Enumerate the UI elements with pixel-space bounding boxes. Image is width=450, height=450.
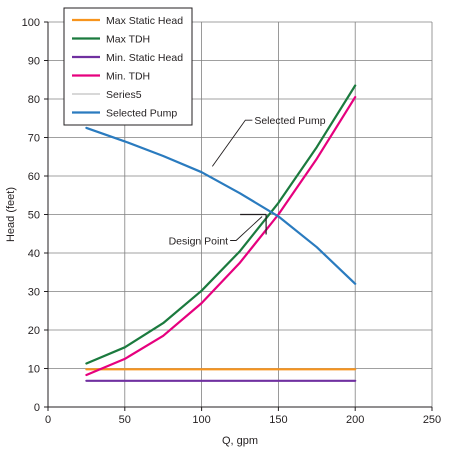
y-tick-label: 60: [28, 171, 40, 183]
x-axis-title: Q, gpm: [222, 435, 258, 447]
y-tick-label: 30: [28, 287, 40, 299]
series-lines: [85, 84, 357, 382]
annotations: Selected Pump Design Point: [169, 115, 326, 247]
x-tick-label: 50: [119, 414, 131, 426]
tick-labels: 0 50 100 150 200 250 0 10 20 30 40 50 60 70 80 90 100: [22, 17, 442, 426]
y-tick-label: 50: [28, 210, 40, 222]
selected-pump-leader: [211, 119, 253, 167]
legend-label-max-tdh: Max TDH: [106, 34, 150, 46]
series-line-selected-pump: [85, 126, 357, 285]
series-line-min-tdh: [85, 95, 357, 377]
design-point-leader: [230, 216, 263, 241]
x-tick-label: 250: [423, 414, 441, 426]
x-tick-label: 200: [346, 414, 364, 426]
series-line-max-tdh: [85, 84, 357, 365]
design-point-annotation: Design Point: [169, 236, 229, 248]
selected-pump-annotation: Selected Pump: [254, 115, 325, 127]
y-tick-label: 70: [28, 133, 40, 145]
y-tick-label: 10: [28, 364, 40, 376]
x-tick-label: 150: [269, 414, 287, 426]
x-tick-label: 100: [192, 414, 210, 426]
y-tick-label: 20: [28, 325, 40, 337]
y-tick-label: 90: [28, 56, 40, 68]
legend-label-max-static-head: Max Static Head: [106, 15, 183, 27]
legend-label-min-static-head: Min. Static Head: [106, 52, 183, 64]
y-axis-title: Head (feet): [5, 187, 17, 242]
axes: [44, 21, 433, 411]
y-tick-label: 0: [34, 402, 40, 414]
legend-box: [63, 7, 193, 126]
y-tick-label: 80: [28, 94, 40, 106]
x-tick-label: 0: [45, 414, 51, 426]
legend: Max Static Head Max TDH Min. Static Head Mi…: [63, 7, 193, 126]
y-tick-label: 100: [22, 17, 40, 29]
legend-label-series5: Series5: [106, 89, 142, 101]
legend-label-min-tdh: Min. TDH: [106, 71, 150, 83]
y-tick-label: 40: [28, 248, 40, 260]
legend-label-selected-pump: Selected Pump: [106, 108, 177, 120]
